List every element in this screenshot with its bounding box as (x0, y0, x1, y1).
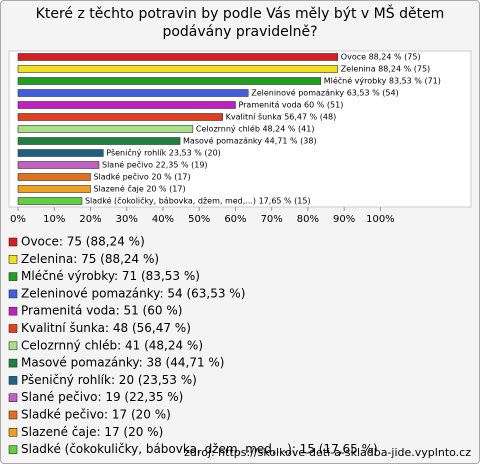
legend-label: Ovoce: 75 (88,24 %) (21, 235, 145, 249)
legend-swatch (8, 445, 18, 454)
x-tick-label: 30% (116, 214, 138, 225)
x-tick-label: 100% (366, 214, 395, 225)
value-label: Sladké (čokoličky, bábovka, džem, med,..… (85, 196, 311, 206)
value-label-bg (92, 183, 187, 194)
value-label: Slazené čaje 20 % (17) (93, 184, 185, 194)
legend-swatch (8, 306, 18, 316)
legend-label: Kvalitní šunka: 48 (56,47 %) (21, 321, 191, 335)
legend-swatch (8, 324, 18, 333)
bar (17, 197, 83, 205)
value-label-bg (322, 75, 442, 86)
legend-swatch (8, 410, 18, 420)
value-label-bg (339, 52, 422, 62)
value-label: Masové pomazánky 44,71 % (38) (183, 136, 317, 146)
legend-label: Zelenina: 75 (88,24 %) (21, 252, 159, 266)
legend-label: Pšeničný rohlík: 20 (23,53 %) (21, 373, 197, 387)
legend-label: Masové pomazánky: 38 (44,71 %) (21, 356, 224, 370)
bar (17, 125, 194, 133)
legend-label: Sladké pečivo: 17 (20 %) (21, 408, 171, 422)
value-label: Zelenina 88,24 % (75) (341, 65, 430, 74)
bar (17, 173, 91, 181)
value-label-bg (339, 64, 432, 74)
bar (17, 113, 223, 121)
bar (17, 65, 339, 73)
legend-swatch (8, 289, 18, 299)
value-label: Sladké pečivo 20 % (17) (93, 172, 190, 182)
legend-swatch (8, 358, 18, 368)
bar (17, 89, 249, 97)
legend-swatch (8, 255, 18, 264)
legend-label: Slazené čaje: 17 (20 %) (21, 425, 163, 439)
value-label-bg (105, 147, 222, 158)
value-label-bg (92, 171, 192, 182)
legend-label: Celozrnný chléb: 41 (48,24 %) (21, 338, 203, 352)
x-tick-label: 0% (10, 214, 26, 225)
legend-swatch (8, 237, 18, 247)
x-tick-label: 90% (333, 214, 355, 225)
bar (17, 161, 100, 169)
x-tick-label: 60% (224, 214, 246, 225)
bar (17, 185, 91, 193)
value-label-bg (182, 135, 318, 146)
legend-swatch (8, 393, 18, 403)
x-tick-label: 50% (188, 214, 210, 225)
bar (17, 149, 104, 157)
x-tick-label: 80% (297, 214, 319, 225)
x-tick-label: 20% (79, 214, 101, 225)
x-tick-label: 70% (261, 214, 283, 225)
legend-swatch (8, 272, 18, 281)
value-label: Pšeničný rohlík 23,53 % (20) (106, 148, 221, 158)
legend-label: Mléčné výrobky: 71 (83,53 %) (21, 269, 200, 283)
value-label: Mléčné výrobky 83,53 % (71) (324, 76, 441, 86)
bar (17, 137, 181, 145)
value-label: Pramenitá voda 60 % (51) (238, 101, 343, 110)
legend-label: Zeleninové pomazánky: 54 (63,53 %) (21, 286, 245, 300)
value-label: Kvalitní šunka 56,47 % (48) (226, 112, 337, 122)
value-label-bg (194, 123, 316, 134)
x-tick-label: 40% (152, 214, 174, 225)
x-tick-label: 10% (43, 214, 65, 225)
value-label-bg (100, 159, 209, 170)
bar (17, 101, 236, 109)
value-label-bg (83, 195, 312, 206)
chart-title: Které z těchto potravin by podle Vás měl… (35, 6, 445, 40)
value-label: Ovoce 88,24 % (75) (341, 53, 421, 62)
value-label: Slané pečivo 22,35 % (19) (102, 160, 208, 170)
bar (17, 77, 322, 85)
legend-swatch (8, 376, 18, 385)
value-label-bg (224, 111, 338, 122)
legend-swatch (8, 427, 18, 437)
legend-label: Slané pečivo: 19 (22,35 %) (21, 390, 183, 404)
legend-label: Sladké (čokokuličky, bábovka, džem, med,… (21, 442, 378, 456)
value-label: Zeleninové pomazánky 63,53 % (54) (251, 88, 398, 98)
value-label-bg (250, 87, 400, 98)
legend-swatch (8, 341, 18, 351)
value-label: Celozrnný chléb 48,24 % (41) (196, 124, 315, 134)
source: zdroj: https://skolkove-deti-a-skladba-j… (184, 446, 471, 459)
value-label-bg (237, 100, 345, 110)
bar (17, 53, 339, 61)
legend-label: Pramenitá voda: 51 (60 %) (21, 304, 182, 318)
